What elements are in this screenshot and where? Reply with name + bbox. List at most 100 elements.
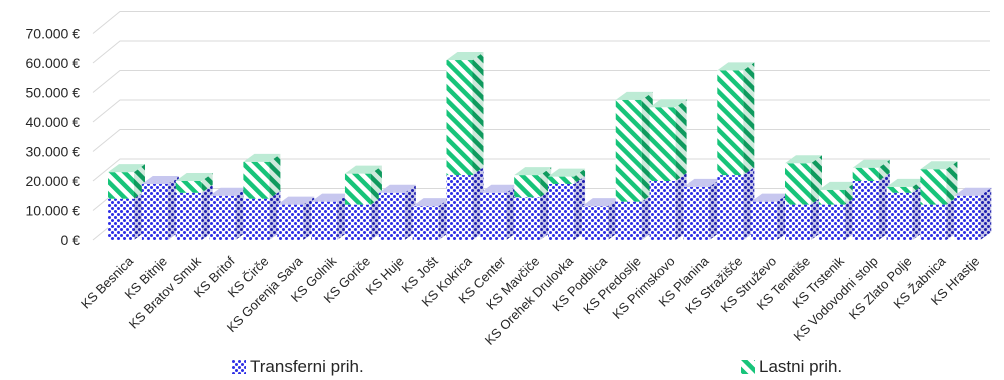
bar-segment-front <box>751 201 778 240</box>
x-category-label: KS Besnica <box>78 253 137 312</box>
bar-segment-front <box>886 192 913 240</box>
bar-top-cap <box>378 184 416 193</box>
gridline <box>92 70 990 93</box>
y-tick-label: 40.000 € <box>26 114 81 130</box>
gridline <box>92 99 990 123</box>
bar-top-cap <box>954 187 992 196</box>
bar-segment-front <box>649 181 676 240</box>
bar-segment-front <box>446 175 473 240</box>
bar-segment-front <box>548 176 575 184</box>
bar-top-cap <box>480 184 518 193</box>
bar-segment-front <box>548 183 575 240</box>
bar-segment-front <box>311 201 338 240</box>
bar-segment-side <box>946 161 958 205</box>
bar-top-cap <box>683 178 721 187</box>
y-tick-label: 60.000 € <box>26 55 81 71</box>
bar-top-cap <box>751 193 789 202</box>
bar-top-cap <box>412 198 450 207</box>
bar-top-cap <box>581 198 619 207</box>
bar-segment-front <box>954 195 981 240</box>
legend-swatch-dots <box>232 360 246 374</box>
gridline <box>92 11 990 34</box>
bar-top-cap <box>243 153 281 162</box>
bar-segment-front <box>175 192 202 240</box>
bar-top-cap <box>717 62 755 71</box>
bar-segment-front <box>277 204 304 240</box>
bar-segment-front <box>886 186 913 193</box>
bar-top-cap <box>209 187 247 196</box>
bar-top-cap <box>615 91 653 100</box>
bar-segment-side <box>269 153 281 199</box>
bar-segment-side <box>878 159 890 181</box>
bar-segment-side <box>675 99 687 181</box>
bar-top-cap <box>311 193 349 202</box>
bar-segment-front <box>852 181 879 240</box>
y-tick-label: 30.000 € <box>26 144 81 160</box>
y-tick-label: 0 € <box>61 232 81 248</box>
bar-segment-front <box>818 189 845 205</box>
bar-segment-front <box>717 175 744 240</box>
bar-segment-front <box>852 167 879 181</box>
bar-segment-front <box>683 186 710 240</box>
bar-top-cap <box>141 175 179 184</box>
bar-segment-side <box>472 52 484 176</box>
bar-segment-front <box>412 206 439 240</box>
bar-segment-front <box>785 204 811 240</box>
y-tick-label: 70.000 € <box>26 26 81 42</box>
bar-top-cap <box>175 173 213 181</box>
legend-item-transferni: Transferni prih. <box>232 357 364 377</box>
bar-top-cap <box>548 168 586 177</box>
gridline <box>92 158 990 182</box>
bar-top-cap <box>852 159 890 168</box>
bar-segment-front <box>785 163 811 205</box>
bar-segment-front <box>480 192 507 240</box>
bar-top-cap <box>818 181 856 190</box>
bar-segment-front <box>920 169 947 205</box>
bar-segment-front <box>344 204 371 240</box>
bar-top-cap <box>446 52 484 61</box>
bar-segment-front <box>615 99 642 202</box>
bar-segment-front <box>243 161 270 199</box>
bar-top-cap <box>514 167 552 176</box>
bar-segment-side <box>980 187 992 240</box>
bar-segment-front <box>615 201 642 240</box>
bar-segment-front <box>344 173 371 205</box>
bar-segment-side <box>743 62 755 176</box>
bar-top-cap <box>785 155 822 164</box>
legend-swatch-stripes <box>741 360 755 374</box>
bar-segment-front <box>581 206 608 240</box>
gridline <box>92 129 990 152</box>
bar-segment-front <box>108 172 134 199</box>
bar-segment-front <box>446 60 473 176</box>
bar-segment-front <box>717 70 744 176</box>
bar-segment-front <box>920 204 947 240</box>
y-tick-label: 50.000 € <box>26 85 81 101</box>
bar-segment-front <box>141 183 168 240</box>
bar-segment-front <box>649 107 676 181</box>
bar-top-cap <box>344 165 382 174</box>
gridline <box>92 40 990 64</box>
bar-segment-front <box>378 192 405 240</box>
bar-segment-front <box>108 198 134 240</box>
bar-top-cap <box>649 99 687 108</box>
bar-top-cap <box>920 161 958 170</box>
bar-segment-front <box>514 197 541 240</box>
bar-segment-front <box>175 181 202 193</box>
bar-segment-front <box>514 175 541 198</box>
y-tick-label: 20.000 € <box>26 173 81 189</box>
bar-segment-front <box>818 204 845 240</box>
y-tick-label: 10.000 € <box>26 203 81 219</box>
bar-segment-side <box>574 168 586 184</box>
bar-segment-front <box>209 195 236 240</box>
bar-top-cap <box>108 164 145 173</box>
bar-top-cap <box>886 178 924 187</box>
x-category-label: KS Huje <box>363 254 407 298</box>
legend-label-lastni: Lastni prih. <box>759 357 843 376</box>
bar-top-cap <box>277 196 315 205</box>
bar-segment-front <box>243 198 270 240</box>
legend-item-lastni: Lastni prih. <box>741 357 842 377</box>
bar-segment-side <box>201 173 213 193</box>
legend-label-transferni: Transferni prih. <box>250 357 364 376</box>
